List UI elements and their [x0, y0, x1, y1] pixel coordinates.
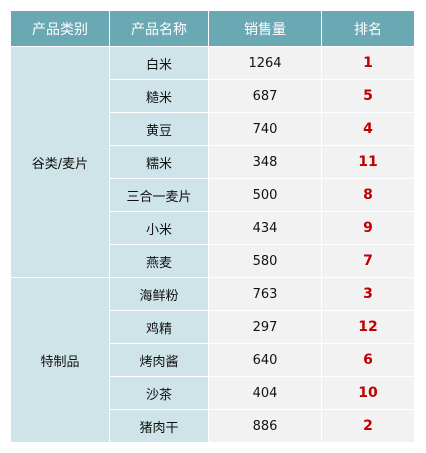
header-sales: 销售量 [208, 10, 322, 47]
rank-cell: 10 [321, 376, 415, 410]
rank-cell: 6 [321, 343, 415, 377]
product-name-cell: 燕麦 [109, 244, 209, 278]
table-row: 特制品 海鲜粉 763 3 [10, 277, 415, 443]
sales-cell: 297 [208, 310, 322, 344]
rank-cell: 7 [321, 244, 415, 278]
product-name-cell: 糯米 [109, 145, 209, 179]
header-rank: 排名 [321, 10, 415, 47]
category-cell: 谷类/麦片 [10, 46, 110, 278]
table-row: 鸡精 297 12 [11, 310, 415, 344]
rank-cell: 12 [321, 310, 415, 344]
product-name-cell: 三合一麦片 [109, 178, 209, 212]
sales-cell: 740 [208, 112, 322, 146]
rank-cell: 9 [321, 211, 415, 245]
product-name-cell: 猪肉干 [109, 409, 209, 443]
product-name-cell: 沙茶 [109, 376, 209, 410]
table-row: 猪肉干 886 2 [11, 409, 415, 443]
table-row: 燕麦 580 7 [11, 244, 415, 278]
sales-cell: 640 [208, 343, 322, 377]
rank-cell: 11 [321, 145, 415, 179]
sales-cell: 763 [208, 277, 322, 311]
sales-cell: 348 [208, 145, 322, 179]
header-product-name: 产品名称 [109, 10, 209, 47]
rank-cell: 8 [321, 178, 415, 212]
rank-cell: 5 [321, 79, 415, 113]
product-name-cell: 白米 [109, 46, 209, 80]
product-name-cell: 烤肉酱 [109, 343, 209, 377]
table-row: 小米 434 9 [11, 211, 415, 245]
header-category: 产品类别 [10, 10, 110, 47]
table-row: 三合一麦片 500 8 [11, 178, 415, 212]
table-row: 黄豆 740 4 [11, 112, 415, 146]
sales-cell: 886 [208, 409, 322, 443]
sales-cell: 500 [208, 178, 322, 212]
sales-cell: 1264 [208, 46, 322, 80]
table-row: 谷类/麦片 白米 1264 1 [10, 46, 415, 278]
sales-cell: 580 [208, 244, 322, 278]
header-row: 产品类别 产品名称 销售量 排名 [10, 10, 415, 47]
table-row: 烤肉酱 640 6 [11, 343, 415, 377]
rank-cell: 3 [321, 277, 415, 311]
table-row: 糙米 687 5 [11, 79, 415, 113]
product-name-cell: 海鲜粉 [109, 277, 209, 311]
rank-cell: 4 [321, 112, 415, 146]
sales-cell: 434 [208, 211, 322, 245]
rank-cell: 2 [321, 409, 415, 443]
sales-cell: 687 [208, 79, 322, 113]
table-header: 产品类别 产品名称 销售量 排名 [10, 10, 415, 47]
rank-cell: 1 [321, 46, 415, 80]
product-name-cell: 小米 [109, 211, 209, 245]
sales-table-container: 产品类别 产品名称 销售量 排名 谷类/麦片 白米 1264 1 糙米 687 … [10, 10, 415, 443]
table-row: 糯米 348 11 [11, 145, 415, 179]
product-name-cell: 鸡精 [109, 310, 209, 344]
sales-rank-table: 产品类别 产品名称 销售量 排名 谷类/麦片 白米 1264 1 糙米 687 … [10, 10, 415, 443]
product-name-cell: 糙米 [109, 79, 209, 113]
sales-cell: 404 [208, 376, 322, 410]
table-row: 沙茶 404 10 [11, 376, 415, 410]
table-body: 谷类/麦片 白米 1264 1 糙米 687 5 黄豆 740 4 糯米 348… [10, 46, 415, 443]
product-name-cell: 黄豆 [109, 112, 209, 146]
category-cell: 特制品 [10, 277, 110, 443]
